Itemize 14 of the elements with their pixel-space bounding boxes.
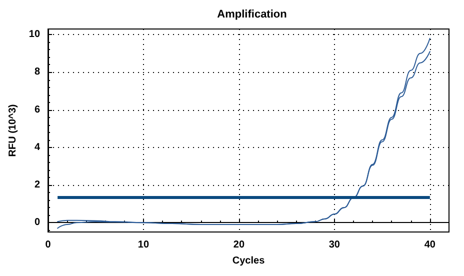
x-tick-label: 10 <box>138 240 150 250</box>
y-tick-label: 8 <box>34 66 40 78</box>
y-tick-label: 10 <box>28 29 40 40</box>
y-tick-label: 4 <box>34 142 40 153</box>
y-tick-label: 0 <box>34 217 40 228</box>
y-axis-title: RFU (10^3) <box>8 104 18 157</box>
y-tick-label: 6 <box>34 104 40 116</box>
x-tick-label: 30 <box>328 240 340 250</box>
x-tick-label: 0 <box>45 240 52 250</box>
x-tick-label: 20 <box>233 240 245 250</box>
x-tick-label: 40 <box>424 240 436 250</box>
x-axis-title: Cycles <box>232 256 266 266</box>
chart-title: Amplification <box>217 8 288 20</box>
y-tick-label: 2 <box>34 180 40 191</box>
